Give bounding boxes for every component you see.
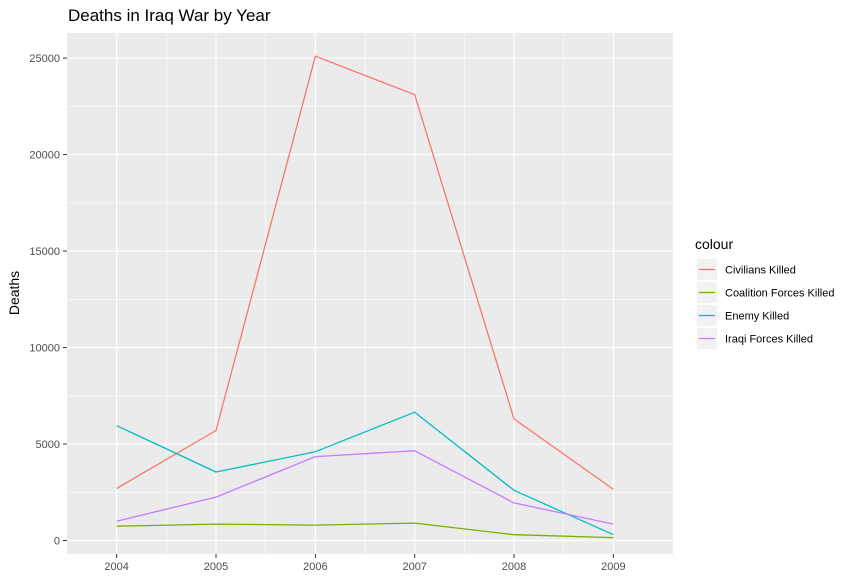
y-tick-label: 10000 [29,343,60,355]
legend-title: colour [695,236,733,252]
series-line-civilians-killed [116,55,614,490]
legend-label-coalition-forces-killed: Coalition Forces Killed [725,288,834,300]
legend-item-civilians-killed: Civilians Killed [697,259,796,280]
legend-items: Civilians Killed Coalition Forces Killed E… [697,259,834,349]
series-line-enemy-killed [116,411,614,536]
plot-panel [67,33,673,554]
x-tick-label: 2009 [601,561,625,573]
minor-gridlines [67,33,673,554]
legend-item-iraqi-forces-killed: Iraqi Forces Killed [697,328,813,349]
legend: colour Civilians Killed Coalition Forces … [695,236,834,349]
series-line-iraqi-forces-killed [116,450,614,525]
y-axis: 0 5000 10000 15000 20000 25000 [29,53,67,547]
legend-label-enemy-killed: Enemy Killed [725,311,789,323]
x-tick-label: 2004 [104,561,128,573]
x-tick-label: 2007 [402,561,426,573]
chart-title: Deaths in Iraq War by Year [68,6,271,25]
legend-label-iraqi-forces-killed: Iraqi Forces Killed [725,334,813,346]
x-tick-label: 2008 [502,561,526,573]
y-tick-label: 20000 [29,150,60,162]
y-axis-title: Deaths [6,271,22,315]
x-axis: 2004 2005 2006 2007 2008 2009 [104,554,626,573]
y-tick-label: 0 [54,535,60,547]
major-gridlines [67,33,673,554]
x-tick-label: 2005 [204,561,228,573]
x-tick-label: 2006 [303,561,327,573]
legend-item-coalition-forces-killed: Coalition Forces Killed [697,282,834,303]
y-tick-label: 15000 [29,246,60,258]
y-tick-label: 25000 [29,53,60,65]
legend-item-enemy-killed: Enemy Killed [697,305,789,326]
y-tick-label: 5000 [36,439,60,451]
series-line-coalition-forces-killed [116,522,614,539]
legend-label-civilians-killed: Civilians Killed [725,265,796,277]
series-lines [116,55,614,539]
